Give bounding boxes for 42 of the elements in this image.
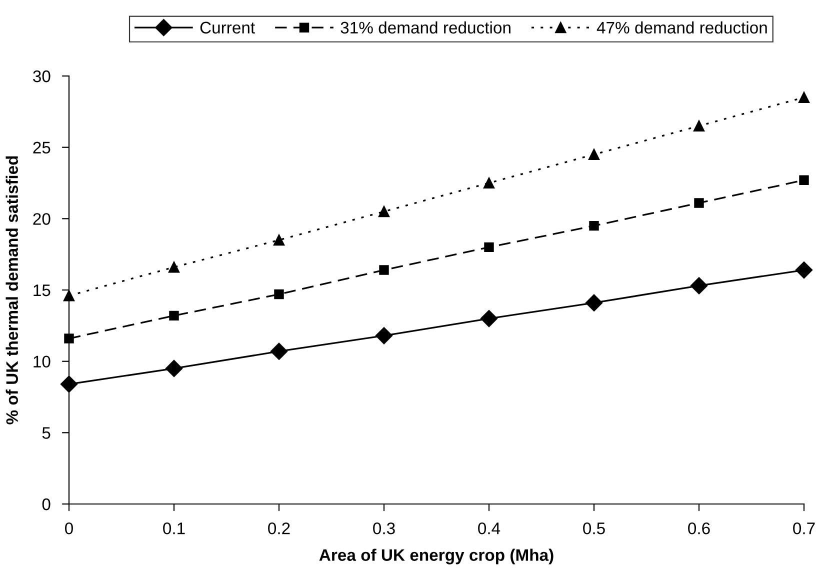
point (378, 206, 390, 218)
y-tick-label: 25 (33, 142, 50, 154)
x-tick-label: 0.6 (688, 522, 710, 534)
x-tick-label: 0.2 (268, 522, 290, 534)
point (169, 310, 179, 321)
x-tick-label: 0.7 (793, 522, 815, 534)
point (690, 277, 708, 294)
legend-label: 31% demand reduction (340, 21, 510, 34)
x-tick-label: 0.4 (478, 522, 500, 534)
x-axis-title: Area of UK energy crop (Mha) (319, 548, 554, 564)
legend-label: 47% demand reduction (596, 21, 767, 34)
point (480, 310, 498, 328)
y-axis-title: % of UK thermal demand satisfied (6, 156, 18, 424)
legend-label: Current (200, 22, 255, 34)
point (375, 327, 393, 344)
point (795, 261, 813, 279)
point (483, 177, 495, 189)
y-tick-label: 15 (34, 284, 50, 296)
point (693, 120, 705, 132)
point (165, 360, 183, 378)
y-tick-label: 10 (34, 356, 50, 368)
y-tick-label: 20 (33, 213, 50, 225)
point (273, 234, 285, 246)
x-tick-label: 0.3 (373, 522, 395, 534)
y-tick-label: 0 (42, 498, 50, 510)
point (274, 289, 284, 300)
point (484, 242, 494, 252)
point (64, 334, 74, 344)
x-tick-label: 0.5 (583, 522, 605, 534)
point (694, 198, 704, 208)
point (588, 148, 600, 160)
point (799, 175, 809, 186)
x-tick-label: 0 (65, 522, 73, 534)
point (589, 220, 599, 231)
y-tick-label: 5 (42, 427, 50, 439)
point (168, 262, 180, 273)
point (379, 265, 389, 275)
point (798, 92, 810, 103)
point (270, 342, 288, 360)
point (585, 294, 603, 312)
y-tick-label: 30 (33, 70, 50, 82)
x-tick-label: 0.1 (163, 522, 185, 534)
